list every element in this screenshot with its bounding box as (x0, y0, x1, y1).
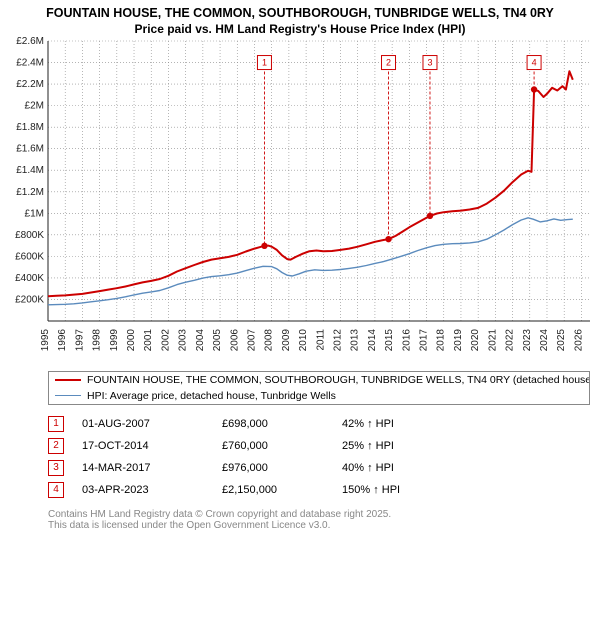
legend-row: HPI: Average price, detached house, Tunb… (49, 388, 589, 404)
svg-text:£1.6M: £1.6M (16, 143, 44, 154)
legend-swatch (55, 379, 81, 381)
legend-label: HPI: Average price, detached house, Tunb… (87, 390, 336, 402)
svg-text:2017: 2017 (419, 328, 430, 351)
legend-row: FOUNTAIN HOUSE, THE COMMON, SOUTHBOROUGH… (49, 372, 589, 388)
svg-text:2018: 2018 (436, 328, 447, 351)
svg-text:£1.4M: £1.4M (16, 165, 44, 176)
footer-text: Contains HM Land Registry data © Crown c… (48, 509, 590, 531)
sale-price: £2,150,000 (222, 484, 342, 496)
sales-row: 1 01-AUG-2007£698,00042% ↑ HPI (48, 413, 590, 435)
legend-label: FOUNTAIN HOUSE, THE COMMON, SOUTHBOROUGH… (87, 374, 590, 386)
svg-text:1: 1 (262, 57, 267, 67)
svg-text:3: 3 (427, 57, 432, 67)
svg-text:2026: 2026 (573, 328, 584, 351)
svg-text:2006: 2006 (229, 328, 240, 351)
svg-text:2024: 2024 (539, 328, 550, 351)
sale-marker: 3 (48, 460, 64, 476)
svg-text:£1M: £1M (25, 208, 44, 219)
sale-price: £976,000 (222, 462, 342, 474)
sales-row: 4 03-APR-2023£2,150,000150% ↑ HPI (48, 479, 590, 501)
svg-text:2013: 2013 (350, 328, 361, 351)
svg-text:1998: 1998 (92, 328, 103, 351)
svg-text:£1.2M: £1.2M (16, 186, 44, 197)
svg-text:2025: 2025 (556, 328, 567, 351)
title-line1: FOUNTAIN HOUSE, THE COMMON, SOUTHBOROUGH… (4, 6, 596, 22)
sale-price: £698,000 (222, 418, 342, 430)
title-line2: Price paid vs. HM Land Registry's House … (4, 22, 596, 37)
chart-title: FOUNTAIN HOUSE, THE COMMON, SOUTHBOROUGH… (0, 0, 600, 37)
svg-text:£800K: £800K (15, 229, 44, 240)
svg-text:£1.8M: £1.8M (16, 122, 44, 133)
svg-text:2014: 2014 (367, 328, 378, 351)
svg-text:2011: 2011 (315, 328, 326, 350)
svg-text:2015: 2015 (384, 328, 395, 351)
legend-swatch (55, 395, 81, 396)
sale-date: 01-AUG-2007 (82, 418, 222, 430)
sale-marker: 4 (48, 482, 64, 498)
sale-pct: 40% ↑ HPI (342, 462, 394, 474)
svg-text:2022: 2022 (505, 328, 516, 351)
svg-text:1996: 1996 (57, 328, 68, 351)
sale-date: 17-OCT-2014 (82, 440, 222, 452)
sale-date: 14-MAR-2017 (82, 462, 222, 474)
svg-text:2007: 2007 (246, 328, 257, 351)
sale-pct: 42% ↑ HPI (342, 418, 394, 430)
svg-text:£2.4M: £2.4M (16, 57, 44, 68)
sale-pct: 150% ↑ HPI (342, 484, 400, 496)
svg-text:4: 4 (532, 57, 537, 67)
footer-line1: Contains HM Land Registry data © Crown c… (48, 509, 590, 520)
svg-text:£600K: £600K (15, 251, 44, 262)
svg-text:2012: 2012 (333, 328, 344, 351)
svg-text:2005: 2005 (212, 328, 223, 351)
sale-marker: 1 (48, 416, 64, 432)
sales-row: 2 17-OCT-2014£760,00025% ↑ HPI (48, 435, 590, 457)
sales-table: 1 01-AUG-2007£698,00042% ↑ HPI 2 17-OCT-201… (48, 413, 590, 501)
svg-text:2: 2 (386, 57, 391, 67)
svg-text:2010: 2010 (298, 328, 309, 351)
svg-text:£400K: £400K (15, 273, 44, 284)
svg-text:£2.6M: £2.6M (16, 37, 44, 47)
svg-text:1995: 1995 (40, 328, 51, 351)
svg-text:2002: 2002 (160, 328, 171, 351)
sale-price: £760,000 (222, 440, 342, 452)
svg-text:2016: 2016 (401, 328, 412, 351)
sale-pct: 25% ↑ HPI (342, 440, 394, 452)
svg-text:2003: 2003 (178, 328, 189, 351)
svg-text:2004: 2004 (195, 328, 206, 351)
svg-text:2008: 2008 (264, 328, 275, 351)
legend-box: FOUNTAIN HOUSE, THE COMMON, SOUTHBOROUGH… (48, 371, 590, 405)
svg-text:2009: 2009 (281, 328, 292, 351)
svg-text:1999: 1999 (109, 328, 120, 351)
svg-text:2021: 2021 (487, 328, 498, 351)
line-chart: £200K £400K £600K £800K £1M £1.2M £1.4M £1.6M £1… (0, 37, 600, 367)
svg-text:2019: 2019 (453, 328, 464, 351)
sales-row: 3 14-MAR-2017£976,00040% ↑ HPI (48, 457, 590, 479)
sale-date: 03-APR-2023 (82, 484, 222, 496)
svg-text:2023: 2023 (522, 328, 533, 351)
svg-text:£2.2M: £2.2M (16, 79, 44, 90)
svg-text:£2M: £2M (25, 100, 44, 111)
sale-marker: 2 (48, 438, 64, 454)
svg-text:1997: 1997 (74, 328, 85, 351)
svg-text:2020: 2020 (470, 328, 481, 351)
svg-text:2001: 2001 (143, 328, 154, 351)
footer-line2: This data is licensed under the Open Gov… (48, 520, 590, 531)
svg-text:£200K: £200K (15, 294, 44, 305)
svg-text:2000: 2000 (126, 328, 137, 351)
